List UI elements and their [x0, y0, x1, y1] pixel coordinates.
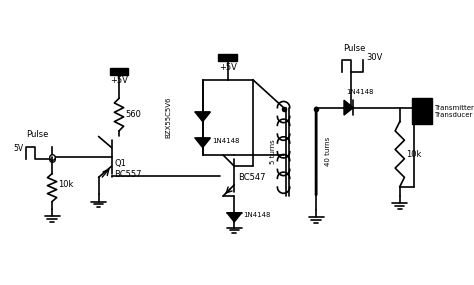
Text: 10k: 10k — [59, 180, 74, 189]
Bar — [412, 98, 432, 124]
Polygon shape — [195, 138, 210, 148]
Text: 5V: 5V — [13, 144, 23, 153]
Polygon shape — [227, 213, 242, 222]
Text: 5 turns: 5 turns — [270, 139, 276, 164]
Text: BC547: BC547 — [238, 173, 265, 182]
Bar — [219, 54, 237, 61]
Text: BC557: BC557 — [114, 170, 142, 179]
Text: +5V: +5V — [110, 76, 128, 86]
Text: 10k: 10k — [406, 150, 422, 159]
Text: 1N4148: 1N4148 — [244, 212, 271, 218]
Polygon shape — [195, 112, 210, 122]
Text: 1N4148: 1N4148 — [212, 138, 239, 144]
Text: Transmitter
Transducer: Transmitter Transducer — [434, 105, 474, 118]
Text: 1N4148: 1N4148 — [346, 89, 374, 95]
Text: +5V: +5V — [219, 62, 237, 72]
Text: BZX55C5V6: BZX55C5V6 — [165, 96, 172, 138]
Text: 30V: 30V — [366, 53, 383, 62]
Text: 40 turns: 40 turns — [326, 137, 331, 166]
Text: 560: 560 — [126, 110, 141, 119]
Text: Pulse: Pulse — [343, 44, 365, 53]
Bar — [109, 68, 128, 75]
Polygon shape — [344, 100, 353, 115]
Text: Q1: Q1 — [114, 159, 126, 168]
Text: Pulse: Pulse — [26, 130, 48, 139]
